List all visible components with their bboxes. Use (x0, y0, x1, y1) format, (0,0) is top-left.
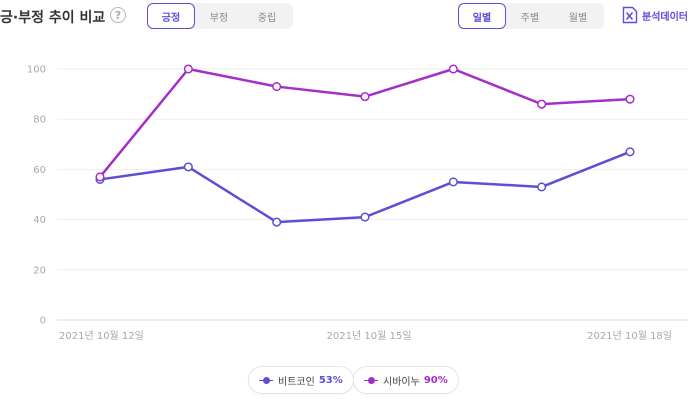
legend-item-shiba-inu[interactable]: 시바이누 90% (353, 366, 459, 394)
legend-marker (259, 376, 273, 384)
data-point (272, 217, 282, 227)
data-point (360, 212, 370, 222)
x-tick-label: 2021년 10월 15일 (327, 330, 412, 342)
period-filter: 일별 주별 월별 (458, 3, 604, 29)
data-point (625, 147, 635, 157)
sentiment-filter: 긍정 부정 중립 (147, 3, 293, 29)
tab-weekly[interactable]: 주별 (520, 12, 540, 24)
data-point (537, 99, 547, 109)
legend-percent: 53% (318, 374, 343, 386)
x-tick-label: 2021년 10월 12일 (59, 330, 144, 342)
y-tick-label: 0 (40, 316, 46, 327)
data-point (183, 162, 193, 172)
tab-neutral[interactable]: 중립 (257, 12, 277, 24)
data-point (95, 172, 105, 182)
tab-daily[interactable]: 일별 (458, 3, 506, 29)
y-tick-label: 40 (33, 215, 46, 226)
legend-percent: 90% (423, 374, 448, 386)
tab-monthly[interactable]: 월별 (568, 12, 588, 24)
series-line-1 (99, 67, 631, 178)
y-tick-label: 20 (33, 265, 46, 276)
y-tick-label: 80 (33, 115, 46, 126)
excel-icon (622, 6, 638, 24)
y-tick-label: 60 (33, 165, 46, 176)
data-point (183, 64, 193, 74)
help-icon[interactable]: ? (110, 7, 126, 23)
export-data-button[interactable]: 분석데이터 (622, 6, 688, 24)
legend-marker (364, 376, 378, 384)
legend-item-bitcoin[interactable]: 비트코인 53% (248, 366, 354, 394)
tab-positive[interactable]: 긍정 (147, 3, 195, 29)
data-point (448, 64, 458, 74)
data-point (360, 92, 370, 102)
legend-name: 시바이누 (383, 376, 420, 388)
legend-name: 비트코인 (278, 376, 315, 388)
export-label: 분석데이터 (642, 11, 688, 23)
page-title: 긍·부정 추이 비교 (0, 10, 106, 26)
tab-negative[interactable]: 부정 (209, 12, 229, 24)
data-point (272, 82, 282, 92)
x-tick-label: 2021년 10월 18일 (587, 330, 672, 342)
y-tick-label: 100 (27, 65, 46, 76)
data-point (448, 177, 458, 187)
series-line-0 (99, 150, 631, 224)
data-point (537, 182, 547, 192)
data-point (625, 94, 635, 104)
